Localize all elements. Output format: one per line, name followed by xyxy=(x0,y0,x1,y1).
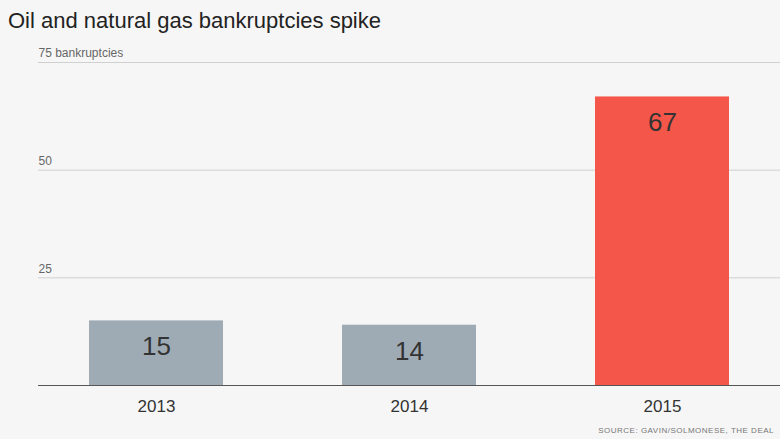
svg-text:67: 67 xyxy=(648,107,677,137)
svg-text:25: 25 xyxy=(39,262,53,276)
svg-text:15: 15 xyxy=(142,331,171,361)
svg-text:50: 50 xyxy=(39,154,53,168)
svg-text:75 bankruptcies: 75 bankruptcies xyxy=(39,46,124,60)
svg-text:14: 14 xyxy=(395,336,424,366)
html-text:SOURCE: GAVIN/SOLMONESE, THE D: SOURCE: GAVIN/SOLMONESE, THE DEAL xyxy=(598,426,774,435)
svg-text:2014: 2014 xyxy=(391,397,429,416)
svg-text:2015: 2015 xyxy=(644,397,682,416)
html-text:Oil and natural gas bankruptci: Oil and natural gas bankruptcies spike xyxy=(8,8,381,33)
svg-text:2013: 2013 xyxy=(138,397,176,416)
